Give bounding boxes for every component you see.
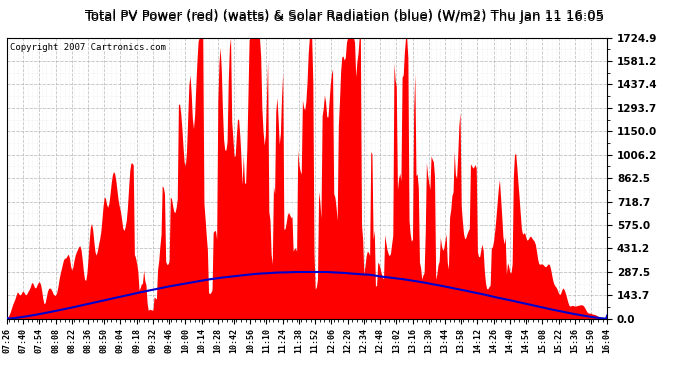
Text: Copyright 2007 Cartronics.com: Copyright 2007 Cartronics.com <box>10 43 166 52</box>
Text: Total PV Power (red) (watts) & Solar Radiation (blue) (W/m2) Thu Jan 11 16:05: Total PV Power (red) (watts) & Solar Rad… <box>86 9 604 22</box>
Text: Total PV Power (red) (watts) & Solar Radiation (blue) (W/m2) Thu Jan 11 16:05: Total PV Power (red) (watts) & Solar Rad… <box>86 11 604 24</box>
